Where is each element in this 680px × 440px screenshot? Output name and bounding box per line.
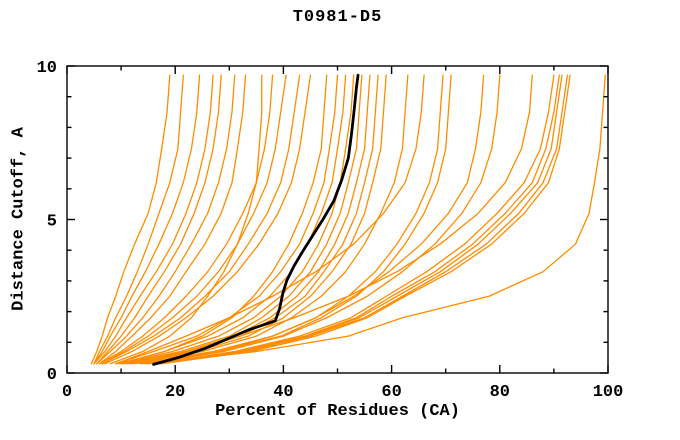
- model-line: [101, 74, 287, 365]
- x-tick-label: 80: [490, 383, 510, 402]
- chart-title: T0981-D5: [292, 8, 383, 27]
- x-tick-label: 0: [62, 383, 72, 402]
- model-line: [131, 74, 387, 365]
- model-line: [96, 74, 222, 365]
- y-tick-label: 10: [37, 59, 57, 78]
- y-tick-label: 0: [47, 366, 57, 385]
- model-line: [161, 74, 571, 365]
- model-line: [158, 74, 569, 365]
- x-tick-label: 100: [593, 383, 624, 402]
- x-axis-label: Percent of Residues (CA): [215, 402, 460, 421]
- model-line: [98, 74, 247, 365]
- model-line: [139, 74, 444, 365]
- model-line: [120, 74, 328, 365]
- model-line: [104, 74, 312, 365]
- model-line: [90, 74, 171, 365]
- model-line: [93, 74, 201, 365]
- model-line: [144, 74, 485, 365]
- model-line: [109, 74, 263, 365]
- model-line: [96, 74, 236, 365]
- model-line: [117, 74, 347, 365]
- model-line: [147, 74, 606, 365]
- model-line: [152, 74, 555, 365]
- model-line: [120, 74, 355, 365]
- x-tick-label: 40: [273, 383, 293, 402]
- y-tick-label: 5: [47, 213, 57, 232]
- model-line: [93, 74, 214, 365]
- model-line: [142, 74, 452, 365]
- model-line: [115, 74, 425, 365]
- highlight-model-line: [152, 73, 360, 366]
- model-line: [98, 74, 274, 365]
- model-line: [133, 74, 409, 365]
- model-line: [123, 74, 363, 365]
- model-line: [101, 74, 301, 365]
- model-line: [115, 74, 339, 365]
- x-tick-label: 60: [381, 383, 401, 402]
- x-tick-label: 20: [165, 383, 185, 402]
- model-line: [93, 74, 184, 365]
